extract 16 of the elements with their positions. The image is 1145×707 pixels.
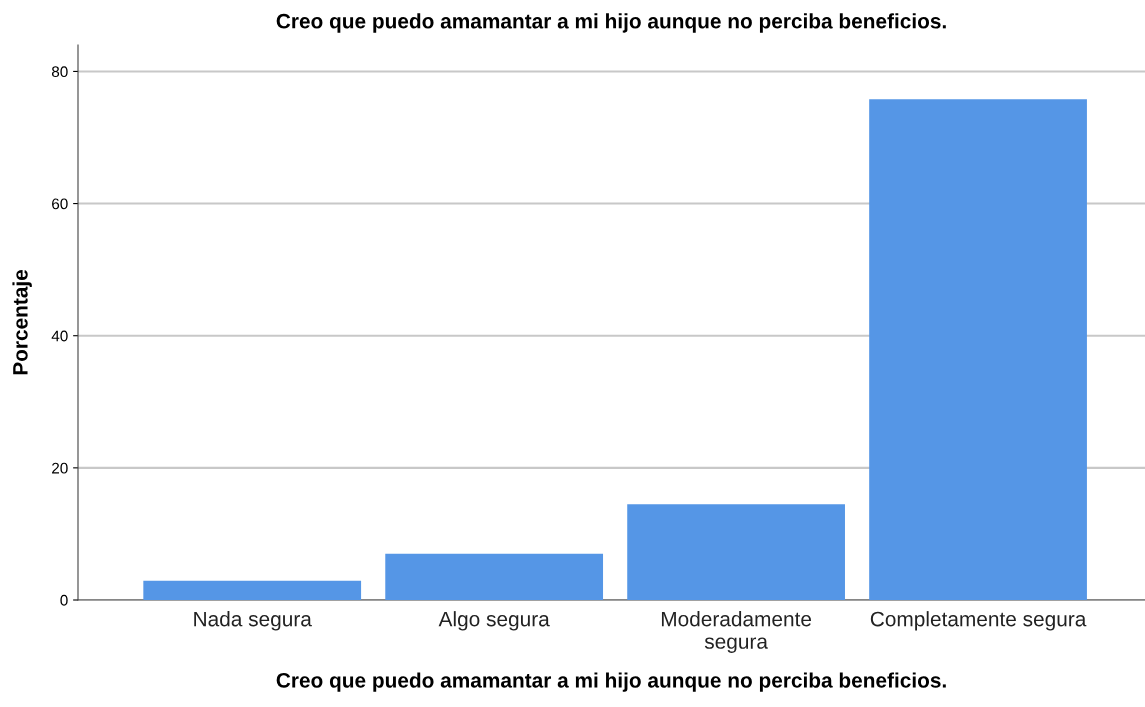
y-tick-label: 60 (52, 198, 68, 210)
bar (385, 553, 604, 600)
y-tick-label: 0 (60, 594, 68, 606)
y-axis-title: Porcentaje (12, 269, 32, 375)
x-tick-label: Nada segura (194, 611, 312, 631)
bar (869, 99, 1087, 600)
bar (627, 504, 845, 600)
bar (143, 580, 362, 600)
x-tick-label: Algo segura (438, 611, 550, 631)
y-tick-label: 20 (52, 462, 68, 474)
x-tick-label: Moderadamente segura (661, 611, 812, 653)
y-tick-label: 80 (51, 66, 68, 78)
x-axis-title: Creo que puedo amamantar a mi hijo aunque no perciba beneficios. (276, 672, 946, 692)
chart-title: Creo que puedo amamantar a mi hijo aunque no perciba beneficios. (276, 13, 946, 33)
x-tick-label: Completamente segura (870, 611, 1087, 631)
y-tick-label: 40 (51, 330, 68, 342)
